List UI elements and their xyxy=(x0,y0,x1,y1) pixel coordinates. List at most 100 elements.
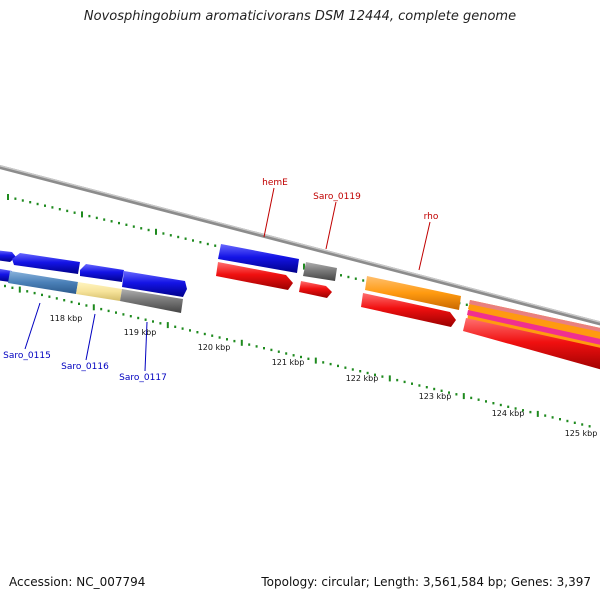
stacked-feature-magenta[interactable] xyxy=(467,310,600,347)
saro-0116-feature[interactable] xyxy=(76,282,122,301)
minor-tick xyxy=(211,334,214,337)
saro-0115-feature[interactable] xyxy=(8,271,78,294)
cds-feature-reverse-2[interactable] xyxy=(299,281,332,298)
minor-tick xyxy=(58,208,61,211)
map-title: Novosphingobium aromaticivorans DSM 1244… xyxy=(83,9,517,24)
minor-tick xyxy=(11,286,14,289)
minor-tick xyxy=(4,284,6,288)
minor-tick xyxy=(233,339,236,343)
saro-0117-connector xyxy=(144,321,148,372)
minor-tick xyxy=(470,396,473,400)
gene-label-saro-0117[interactable]: Saro_0117 xyxy=(119,373,167,383)
cds-feature-left-1[interactable] xyxy=(12,253,80,274)
minor-tick xyxy=(48,295,51,298)
hemE-feature[interactable] xyxy=(218,244,299,273)
minor-tick xyxy=(448,391,450,394)
rho-connector xyxy=(418,221,431,271)
stacked-feature-orange-2[interactable] xyxy=(468,305,600,340)
minor-tick xyxy=(140,227,143,230)
minor-tick xyxy=(455,393,458,396)
accession-text: Accession: NC_007794 xyxy=(9,575,146,589)
minor-tick xyxy=(203,332,206,336)
minor-tick xyxy=(162,232,165,235)
major-tick xyxy=(18,286,21,293)
minor-tick xyxy=(159,322,162,325)
minor-tick xyxy=(403,380,406,384)
cds-feature-left-0[interactable] xyxy=(0,250,16,262)
cds-feature-left-3[interactable] xyxy=(122,271,187,297)
minor-tick xyxy=(566,419,569,423)
minor-tick xyxy=(169,234,172,237)
major-tick xyxy=(166,322,169,329)
minor-tick xyxy=(440,389,443,392)
minor-tick xyxy=(177,235,180,239)
minor-tick xyxy=(132,225,135,228)
minor-tick xyxy=(214,244,217,247)
minor-tick xyxy=(425,386,428,389)
minor-tick xyxy=(122,313,125,316)
minor-tick xyxy=(115,311,117,314)
minor-tick xyxy=(196,331,199,334)
minor-tick xyxy=(226,338,228,341)
saro-0119-feature[interactable] xyxy=(303,262,337,281)
minor-tick xyxy=(477,398,480,401)
stacked-feature-red[interactable] xyxy=(463,318,600,372)
minor-tick xyxy=(492,402,495,405)
gene-label-hemE[interactable]: hemE xyxy=(262,178,288,188)
gene-label-rho[interactable]: rho xyxy=(424,212,439,222)
minor-tick xyxy=(70,300,73,304)
topology-text: Topology: circular; Length: 3,561,584 bp… xyxy=(261,575,591,589)
gene-label-saro-0119[interactable]: Saro_0119 xyxy=(313,192,361,202)
major-tick xyxy=(303,263,305,270)
minor-tick xyxy=(514,407,517,410)
minor-tick xyxy=(307,357,310,360)
minor-tick xyxy=(100,307,103,311)
cds-feature-left-2[interactable] xyxy=(80,264,124,282)
stacked-feature-salmon[interactable] xyxy=(469,300,600,334)
minor-tick xyxy=(581,423,584,426)
cds-feature-reverse-1[interactable] xyxy=(216,262,293,290)
minor-tick xyxy=(41,293,43,297)
minor-tick xyxy=(21,199,24,202)
minor-tick xyxy=(433,387,436,391)
minor-tick xyxy=(396,378,399,382)
minor-tick xyxy=(218,336,221,339)
minor-tick xyxy=(36,202,39,206)
tick-label-125: 125 kbp xyxy=(565,429,598,438)
minor-tick xyxy=(78,302,80,305)
saro-0115-connector xyxy=(24,302,41,350)
minor-tick xyxy=(107,309,110,313)
minor-tick xyxy=(529,410,532,414)
minor-tick xyxy=(340,274,342,277)
major-tick xyxy=(7,194,9,200)
minor-tick xyxy=(285,352,288,355)
minor-tick xyxy=(374,373,376,376)
minor-tick xyxy=(588,425,591,428)
minor-tick xyxy=(206,242,209,246)
minor-tick xyxy=(51,206,54,209)
saro-0117-feature[interactable] xyxy=(120,289,183,313)
minor-tick xyxy=(292,354,295,357)
minor-tick xyxy=(181,327,184,330)
minor-tick xyxy=(125,223,128,226)
minor-tick xyxy=(351,368,354,371)
cds-feature-reverse-3[interactable] xyxy=(361,293,456,327)
minor-tick xyxy=(144,318,147,321)
minor-tick xyxy=(381,375,384,378)
minor-tick xyxy=(354,277,357,280)
minor-tick xyxy=(73,211,76,214)
minor-tick xyxy=(184,237,187,240)
features xyxy=(0,244,600,372)
gene-label-saro-0115[interactable]: Saro_0115 xyxy=(3,351,51,361)
minor-tick xyxy=(263,347,265,350)
gene-label-saro-0116[interactable]: Saro_0116 xyxy=(61,362,109,372)
rho-feature[interactable] xyxy=(365,276,461,310)
major-tick xyxy=(155,228,157,235)
minor-tick xyxy=(300,355,302,359)
minor-tick xyxy=(329,362,332,366)
minor-tick xyxy=(507,405,510,408)
saro-0119-connector xyxy=(325,201,337,250)
tick-label-118: 118 kbp xyxy=(50,314,83,323)
minor-tick xyxy=(66,209,69,213)
